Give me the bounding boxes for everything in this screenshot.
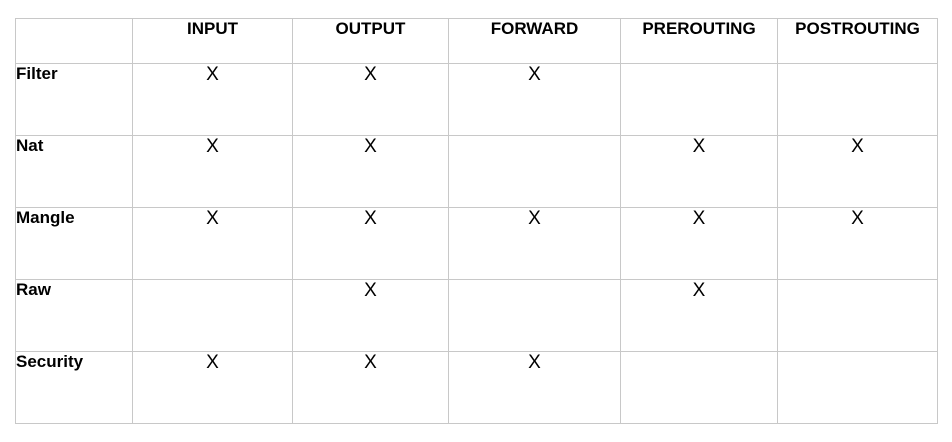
table-cell: [777, 279, 938, 352]
table-cell: X: [292, 135, 449, 208]
row-header-security: Security: [15, 351, 133, 424]
corner-cell: [15, 18, 133, 64]
table-row: Security X X X: [15, 351, 938, 424]
table-cell: X: [132, 351, 293, 424]
table-cell: X: [292, 207, 449, 280]
column-header-postrouting: POSTROUTING: [777, 18, 938, 64]
table-cell: X: [132, 135, 293, 208]
table-cell: X: [132, 207, 293, 280]
table-cell: X: [448, 351, 621, 424]
table-cell: X: [448, 63, 621, 136]
table-cell: [448, 279, 621, 352]
table-cell: X: [132, 63, 293, 136]
table-cell: [777, 63, 938, 136]
column-header-prerouting: PREROUTING: [620, 18, 778, 64]
row-header-raw: Raw: [15, 279, 133, 352]
table-cell: X: [620, 279, 778, 352]
column-header-input: INPUT: [132, 18, 293, 64]
table-cell: [777, 351, 938, 424]
table-row: Filter X X X: [15, 63, 938, 136]
table-cell: [448, 135, 621, 208]
chains-tables-matrix: INPUT OUTPUT FORWARD PREROUTING POSTROUT…: [15, 18, 938, 424]
header-row: INPUT OUTPUT FORWARD PREROUTING POSTROUT…: [15, 18, 938, 64]
table-cell: X: [292, 351, 449, 424]
table-cell: X: [620, 207, 778, 280]
column-header-output: OUTPUT: [292, 18, 449, 64]
table-cell: X: [292, 279, 449, 352]
table-cell: X: [620, 135, 778, 208]
table-cell: [132, 279, 293, 352]
table-cell: X: [777, 135, 938, 208]
row-header-mangle: Mangle: [15, 207, 133, 280]
table-row: Nat X X X X: [15, 135, 938, 208]
table-cell: X: [448, 207, 621, 280]
table-cell: [620, 351, 778, 424]
table-row: Mangle X X X X X: [15, 207, 938, 280]
table-cell: [620, 63, 778, 136]
column-header-forward: FORWARD: [448, 18, 621, 64]
table-cell: X: [777, 207, 938, 280]
row-header-nat: Nat: [15, 135, 133, 208]
row-header-filter: Filter: [15, 63, 133, 136]
table-row: Raw X X: [15, 279, 938, 352]
table-cell: X: [292, 63, 449, 136]
